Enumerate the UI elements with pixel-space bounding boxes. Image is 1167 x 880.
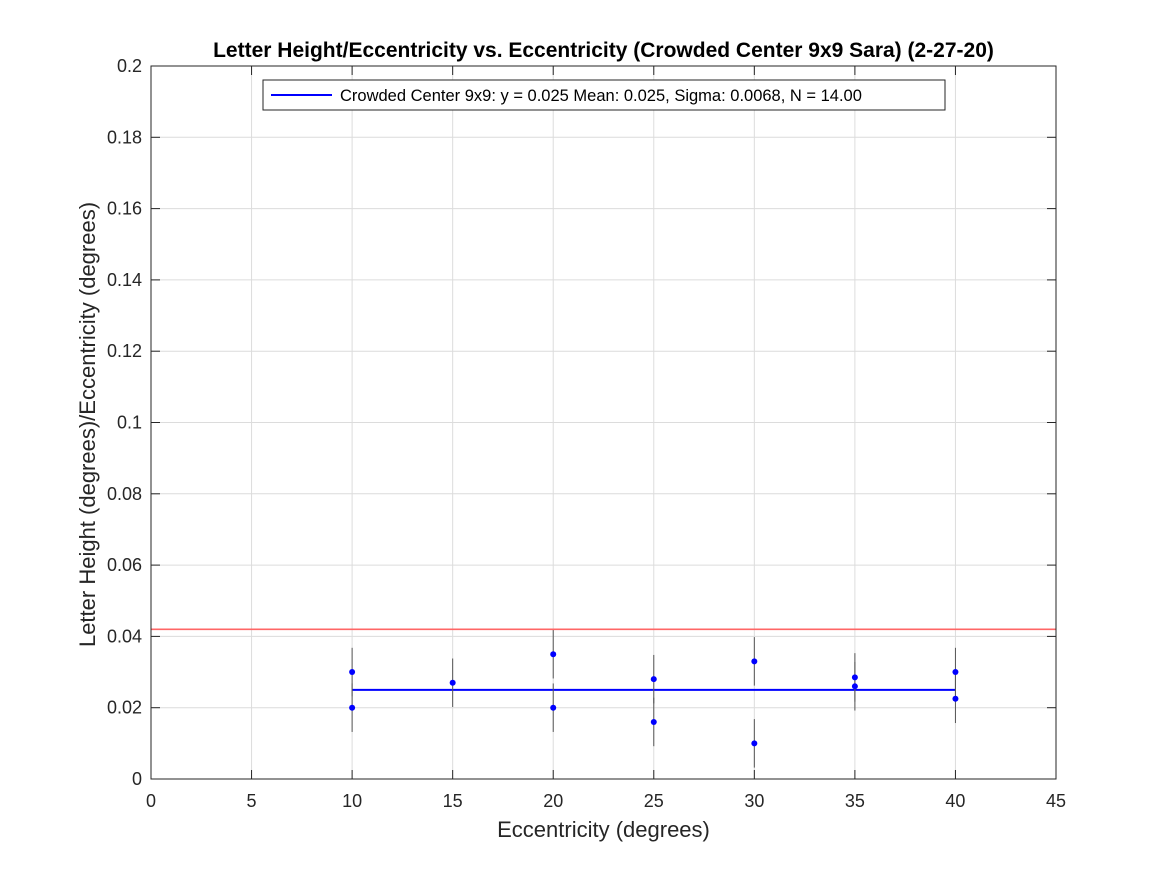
x-tick-label: 45 [1046, 791, 1066, 811]
data-point [751, 658, 758, 665]
y-tick-label: 0.14 [107, 270, 142, 290]
y-tick-label: 0 [132, 769, 142, 789]
y-tick-label: 0.18 [107, 127, 142, 147]
y-tick-label: 0.12 [107, 341, 142, 361]
y-tick-label: 0.08 [107, 484, 142, 504]
y-tick-label: 0.1 [117, 413, 142, 433]
y-tick-label: 0.06 [107, 555, 142, 575]
data-point [349, 669, 356, 676]
data-layer [151, 628, 1056, 768]
x-tick-label: 40 [945, 791, 965, 811]
data-point [550, 704, 557, 711]
data-point [751, 740, 758, 747]
y-tick-label: 0.04 [107, 626, 142, 646]
y-tick-label: 0.02 [107, 698, 142, 718]
x-tick-label: 25 [644, 791, 664, 811]
y-tick-label: 0.16 [107, 199, 142, 219]
x-tick-label: 5 [247, 791, 257, 811]
y-axis-label: Letter Height (degrees)/Eccentricity (de… [75, 202, 100, 647]
x-tick-label: 0 [146, 791, 156, 811]
x-axis-label: Eccentricity (degrees) [497, 817, 710, 842]
data-point [952, 669, 959, 676]
y-tick-label: 0.2 [117, 56, 142, 76]
x-tick-label: 30 [744, 791, 764, 811]
data-point [952, 695, 959, 702]
legend-box [262, 79, 946, 111]
data-point [851, 674, 858, 681]
chart-title: Letter Height/Eccentricity vs. Eccentric… [213, 39, 994, 62]
x-tick-label: 15 [443, 791, 463, 811]
data-point [851, 683, 858, 690]
legend: Crowded Center 9x9: y = 0.025 Mean: 0.02… [262, 79, 946, 111]
x-tick-label: 20 [543, 791, 563, 811]
data-point [650, 676, 657, 683]
ticks: 0 5 10 15 20 25 30 35 40 45 0 0.02 0.04 0.06 0.08 0.1 0.… [107, 56, 1066, 811]
data-point [550, 651, 557, 658]
x-tick-label: 10 [342, 791, 362, 811]
x-tick-label: 35 [845, 791, 865, 811]
legend-entry-text: Crowded Center 9x9: y = 0.025 Mean: 0.02… [340, 87, 862, 105]
data-point [650, 718, 657, 725]
data-point [449, 679, 456, 686]
data-point [349, 704, 356, 711]
